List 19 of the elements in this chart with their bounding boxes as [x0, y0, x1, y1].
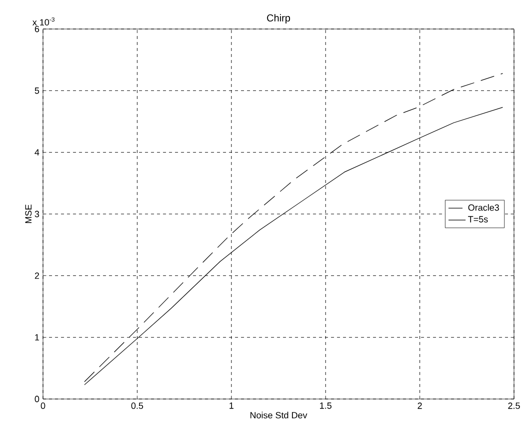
x-tick-label: 2 — [418, 402, 422, 409]
text: x 10$^{-3}$ — [32, 17, 54, 26]
x-axis-title: Noise Std Dev — [250, 412, 308, 418]
y-tick-label: 5 — [34, 88, 40, 94]
chart-title: Chirp — [267, 14, 290, 24]
x-tick-label: 1 — [230, 402, 234, 409]
x-tick-label: 0.5 — [131, 402, 144, 409]
y-tick-label: 3 — [34, 210, 40, 218]
y-axis-title: MSE — [25, 204, 32, 224]
y-tick-label: 2 — [34, 272, 40, 279]
x-tick-label: 1.5 — [320, 402, 332, 409]
legend-label: Oracle3 — [468, 204, 499, 211]
y-tick-label: 6 — [34, 26, 40, 32]
legend-label: T=5s — [468, 216, 488, 222]
y-tick-label: 0 — [34, 396, 40, 402]
y-tick-label: 1 — [35, 334, 40, 340]
y-tick-label: 4 — [34, 149, 40, 156]
x-tick-label: 2.5 — [508, 402, 520, 409]
x-tick-label: 0 — [40, 402, 46, 409]
